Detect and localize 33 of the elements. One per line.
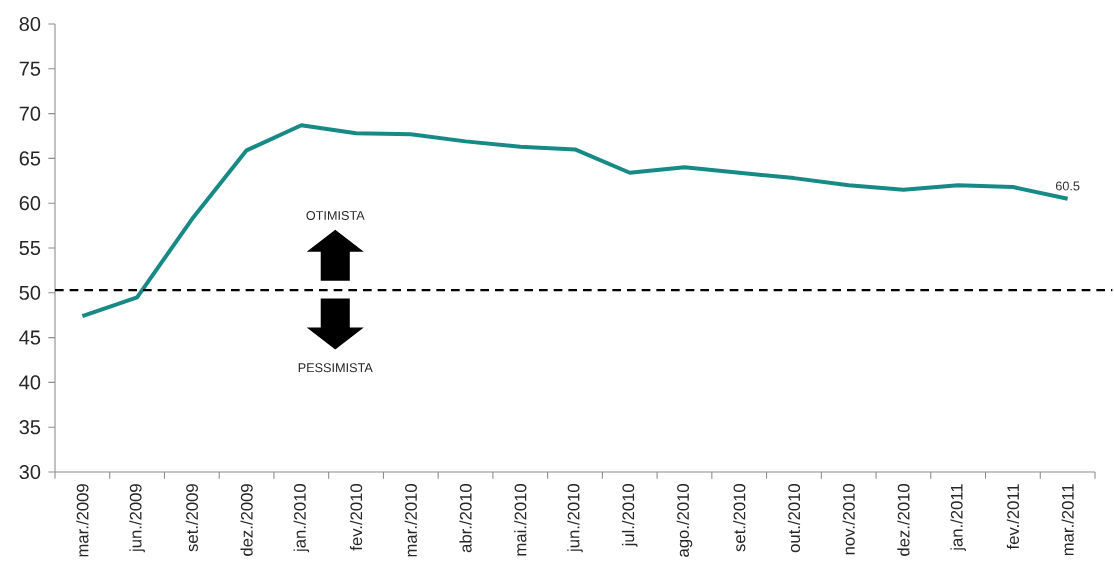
y-tick-label: 55: [19, 241, 41, 255]
y-tick-label: 70: [19, 106, 41, 121]
x-tick-label: mar./2010: [404, 484, 417, 557]
y-tick-label: 50: [19, 285, 41, 300]
y-tick-label: 80: [19, 16, 41, 32]
x-tick-label: out./2010: [787, 484, 801, 553]
x-tick-label: nov./2010: [842, 484, 855, 555]
x-tick-label: set./2010: [733, 484, 746, 552]
x-tick-label: jun./2010: [567, 484, 583, 553]
x-tick-label: set./2009: [185, 484, 198, 552]
y-tick-label: 35: [19, 420, 41, 435]
y-tick-label: 65: [19, 151, 41, 166]
x-tick-label: dez./2009: [240, 484, 253, 556]
x-tick-label: mar./2011: [1061, 484, 1074, 556]
data-label: 60.5: [1055, 181, 1080, 191]
x-tick-label: mai./2010: [514, 484, 527, 556]
x-tick-label: fev./2010: [349, 484, 363, 551]
annotation: PESSIMISTA: [298, 363, 373, 373]
x-tick-label: mar./2009: [76, 484, 89, 557]
x-tick-label: ago./2010: [676, 484, 693, 557]
x-tick-label: jul./2010: [621, 484, 638, 547]
x-tick-label: fev./2011: [1006, 484, 1020, 550]
y-tick-label: 40: [19, 375, 41, 390]
y-tick-label: 45: [19, 330, 41, 345]
y-tick-label: 60: [19, 196, 41, 211]
annotation: OTIMISTA: [306, 211, 365, 220]
x-tick-label: jan./2011: [950, 484, 966, 552]
y-tick-label: 75: [19, 61, 41, 76]
x-tick-label: jan./2010: [293, 484, 310, 553]
x-tick-label: abr./2010: [459, 484, 472, 553]
x-tick-label: dez./2010: [897, 484, 910, 556]
y-tick-label: 30: [19, 464, 41, 480]
x-tick-label: jun./2009: [129, 484, 145, 553]
